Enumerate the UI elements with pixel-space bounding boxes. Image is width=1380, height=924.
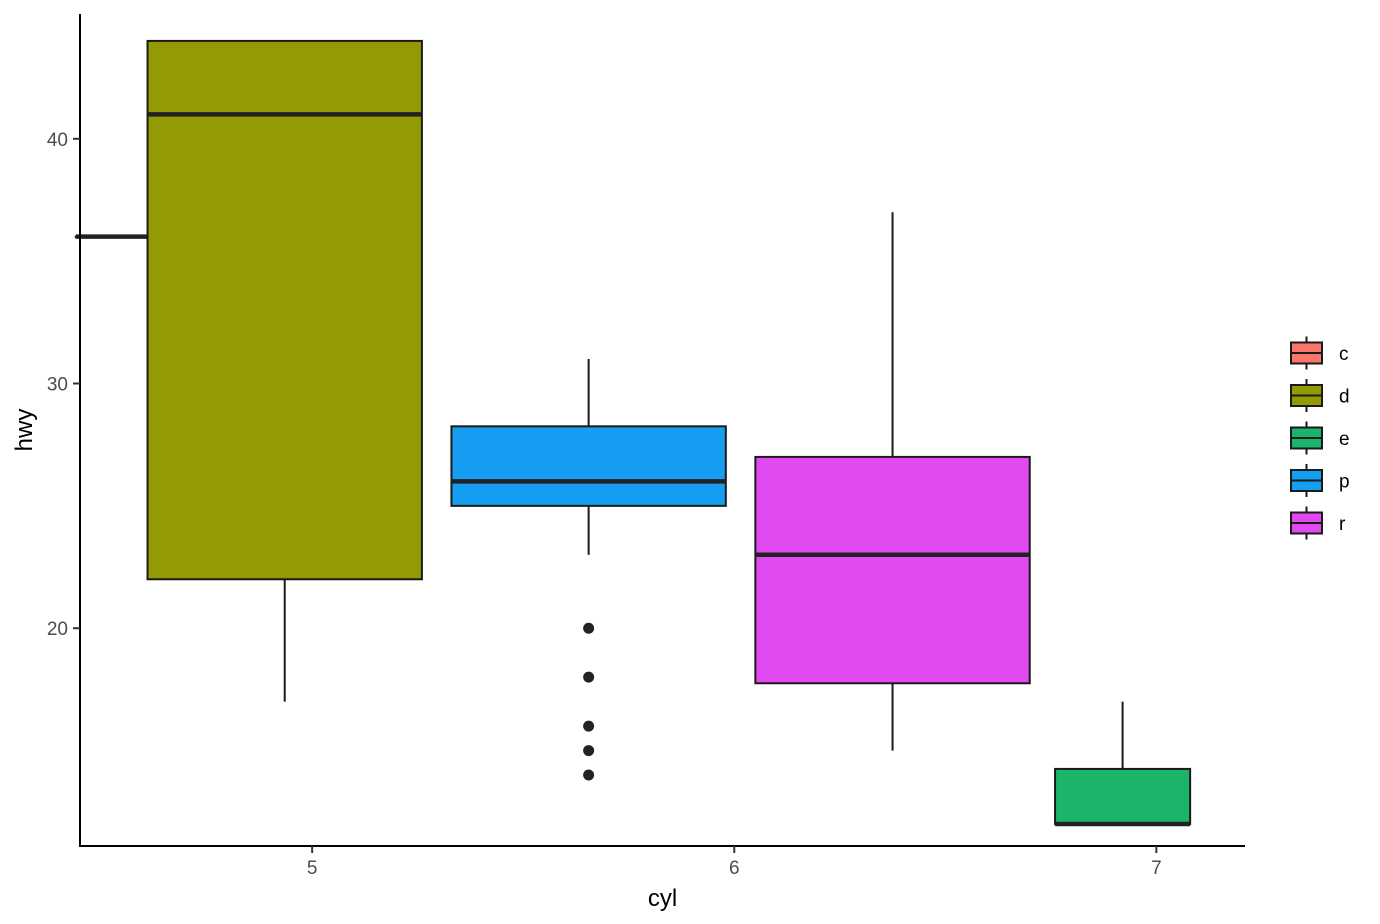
box-body	[754, 455, 1031, 685]
legend-item-p: p	[1290, 464, 1350, 497]
legend-label: d	[1339, 387, 1350, 408]
box-p	[450, 359, 727, 781]
box-r	[754, 212, 1031, 751]
axes: 20 30 40 5 6 7 cyl hwy	[11, 14, 1245, 912]
legend-item-e: e	[1290, 421, 1350, 455]
box-e	[1054, 701, 1192, 827]
x-tick-label: 6	[729, 858, 740, 879]
outlier-point	[583, 769, 595, 781]
legend-label: p	[1339, 472, 1350, 493]
legend-item-d: d	[1290, 379, 1350, 412]
y-tick-label: 20	[47, 619, 68, 640]
box-d	[146, 39, 423, 702]
legend-label: e	[1339, 429, 1350, 450]
legend-label: r	[1339, 514, 1346, 535]
outlier-point	[583, 622, 595, 634]
outlier-point	[583, 720, 595, 732]
box-body	[146, 39, 423, 581]
outlier-point	[583, 745, 595, 757]
x-tick-label: 5	[307, 858, 318, 879]
legend-item-r: r	[1290, 506, 1346, 540]
y-axis-title: hwy	[11, 409, 38, 452]
y-tick-label: 30	[47, 375, 68, 396]
x-ticks: 5 6 7	[307, 846, 1162, 879]
legend-label: c	[1339, 344, 1349, 365]
legend: c de pr	[1290, 336, 1350, 540]
legend-item-c: c	[1290, 336, 1349, 370]
y-tick-label: 40	[47, 130, 68, 151]
boxes	[74, 39, 1192, 827]
outlier-point	[583, 671, 595, 683]
x-tick-label: 7	[1151, 858, 1162, 879]
box-body	[450, 425, 727, 507]
box-body	[1054, 767, 1192, 825]
y-ticks: 20 30 40	[47, 130, 80, 640]
x-axis-title: cyl	[648, 885, 677, 912]
